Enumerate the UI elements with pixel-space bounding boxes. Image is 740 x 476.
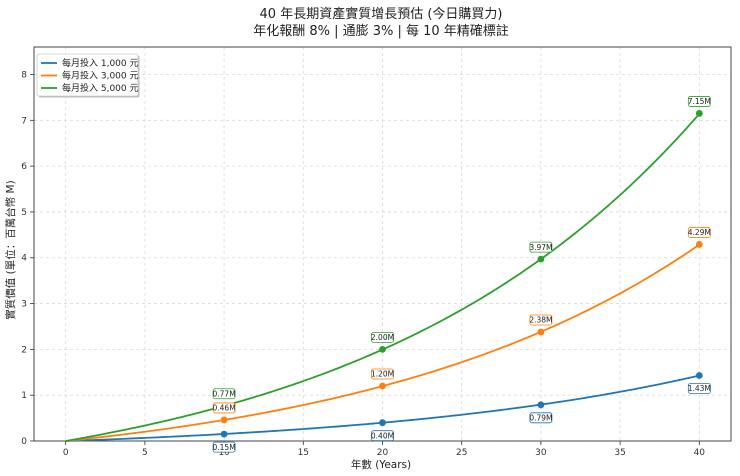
data-label-box <box>687 383 711 394</box>
series-layer <box>65 110 703 442</box>
x-tick-label: 5 <box>142 448 148 458</box>
data-point <box>695 372 703 379</box>
data-point <box>379 382 386 390</box>
data-label-box <box>212 388 236 400</box>
data-label: 0.77M <box>213 389 236 398</box>
data-point <box>220 416 228 424</box>
data-label-box <box>212 402 236 414</box>
data-label: 0.15M <box>213 443 236 452</box>
data-labels-layer: 0.15M 0.40M 0.79M 1.43M 0.46M 1.20M 2.38M 4.29M… <box>212 96 711 453</box>
chart-title: 40 年長期資產實質增長預估 (今日購買力) <box>260 6 503 22</box>
data-label-box <box>687 227 711 238</box>
x-tick-label: 15 <box>298 448 309 458</box>
y-tick-label: 4 <box>21 254 27 264</box>
data-label-box <box>529 241 553 253</box>
data-label: 0.46M <box>213 404 236 413</box>
data-label-box <box>687 96 711 107</box>
data-label: 2.38M <box>529 316 552 325</box>
y-tick-label: 7 <box>21 116 27 126</box>
data-point <box>379 419 386 427</box>
data-label: 0.79M <box>529 414 552 423</box>
legend-label: 每月投入 1,000 元 <box>62 57 139 69</box>
y-tick-label: 5 <box>21 208 27 218</box>
data-label-box <box>529 314 553 326</box>
x-tick-label: 20 <box>377 448 389 458</box>
data-point <box>695 110 703 117</box>
chart-subtitle: 年化報酬 8% | 通膨 3% | 每 10 年精確標註 <box>253 23 509 39</box>
data-label-box <box>371 368 394 380</box>
x-tick-label: 0 <box>63 448 69 458</box>
data-label: 7.15M <box>688 97 711 106</box>
data-point <box>695 241 703 248</box>
data-label-box <box>212 441 236 453</box>
grid-layer <box>34 47 731 442</box>
legend-label: 每月投入 5,000 元 <box>62 82 139 94</box>
data-point <box>537 255 545 263</box>
plot-frame <box>33 46 732 442</box>
legend-box <box>36 53 139 97</box>
data-label-box <box>529 412 553 424</box>
x-tick-label: 10 <box>218 448 230 458</box>
y-axis-label: 實質價值 (單位：百萬台幣 M) <box>4 180 17 319</box>
x-tick-label: 35 <box>614 448 625 458</box>
data-label: 4.29M <box>688 228 711 237</box>
data-point <box>379 345 386 353</box>
data-label: 2.00M <box>371 333 394 342</box>
data-point <box>537 401 545 409</box>
y-tick-label: 0 <box>21 437 27 447</box>
data-label-box <box>371 331 394 343</box>
x-tick-label: 30 <box>535 448 547 458</box>
y-tick-label: 3 <box>21 300 27 310</box>
data-label-box <box>371 430 394 442</box>
y-tick-label: 8 <box>21 70 27 80</box>
axes-layer: 0 5 10 15 20 25 30 35 40 0 1 2 3 4 5 6 7 8 <box>21 46 732 458</box>
data-label: 1.43M <box>688 384 711 393</box>
y-tick-label: 2 <box>21 345 27 355</box>
data-label: 3.97M <box>529 243 552 252</box>
x-tick-label: 25 <box>456 448 467 458</box>
legend-label: 每月投入 3,000 元 <box>62 70 139 82</box>
y-tick-label: 1 <box>21 391 27 401</box>
data-point <box>220 430 228 438</box>
y-tick-label: 6 <box>21 162 27 172</box>
data-label: 0.40M <box>371 431 394 440</box>
x-axis-label: 年數 (Years) <box>351 458 411 471</box>
data-point <box>537 328 545 336</box>
data-label: 1.20M <box>371 370 394 379</box>
x-tick-label: 40 <box>694 448 706 458</box>
